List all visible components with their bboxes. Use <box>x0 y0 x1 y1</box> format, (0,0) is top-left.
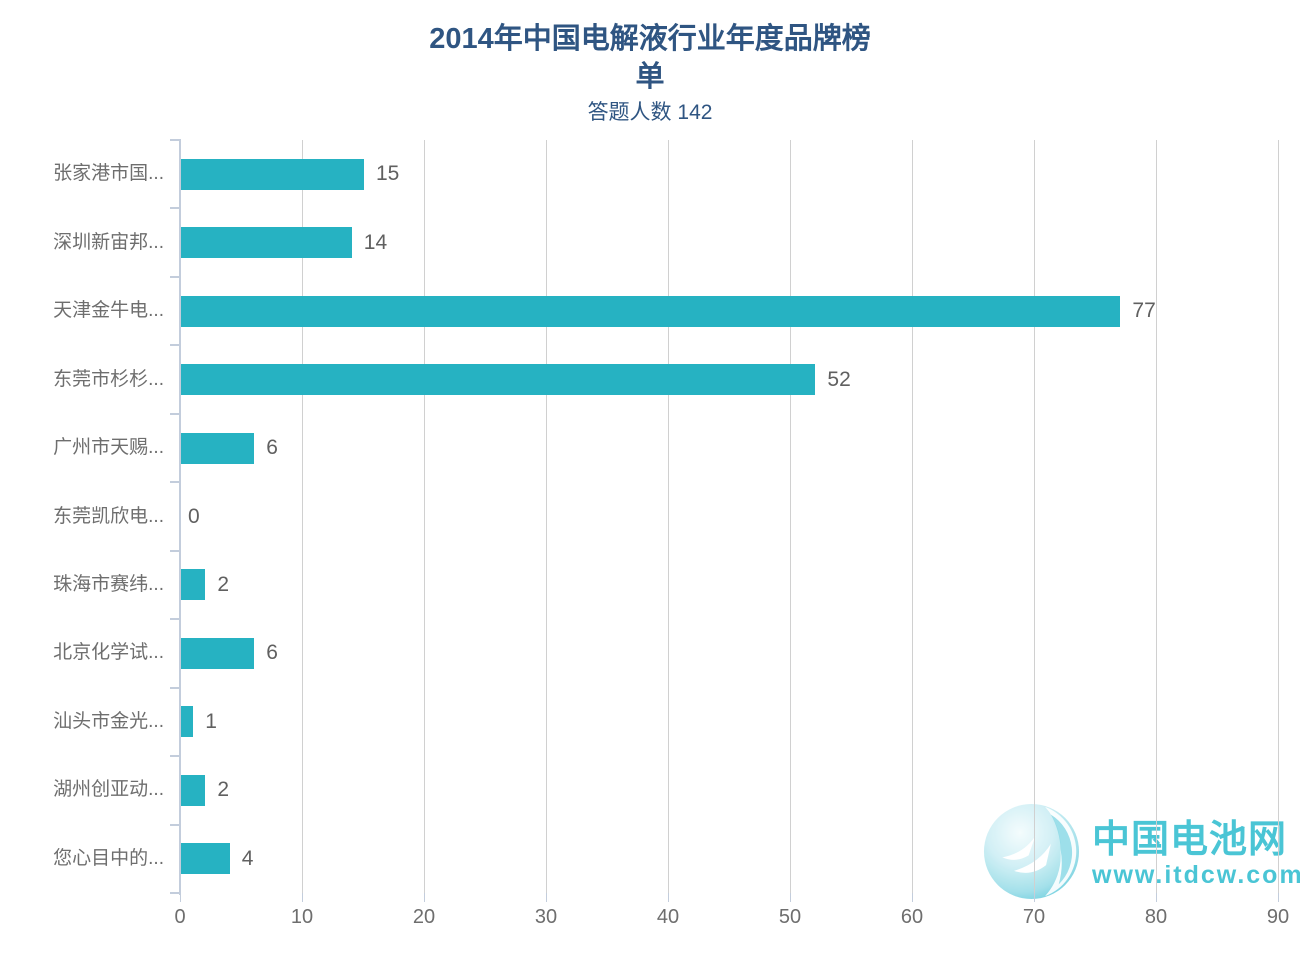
bar-value-label: 77 <box>1132 299 1156 323</box>
bar-value-label: 6 <box>266 641 278 665</box>
bar <box>181 774 206 806</box>
category-label: 深圳新宙邦... <box>53 231 164 253</box>
bar <box>181 843 230 875</box>
y-axis-tick <box>170 755 180 758</box>
bar <box>181 706 194 738</box>
bar-value-label: 2 <box>217 778 230 802</box>
y-axis-tick <box>170 686 180 689</box>
globe-icon <box>983 803 1080 900</box>
watermark-site: www.itdcw.com <box>1092 861 1300 889</box>
category-label: 汕头市金光... <box>53 710 164 732</box>
x-axis-tick-label: 70 <box>1022 906 1046 928</box>
chart-title-line-1: 2014年中国电解液行业年度品牌榜 <box>429 23 871 55</box>
y-axis-tick <box>170 207 180 210</box>
x-axis-tick-label: 10 <box>290 906 314 928</box>
bar <box>181 227 352 259</box>
y-axis-tick <box>170 412 180 415</box>
x-axis-tick <box>179 893 181 902</box>
gridline <box>1277 140 1279 893</box>
gridline <box>667 140 669 893</box>
gridline <box>911 140 913 893</box>
category-label: 广州市天赐... <box>53 437 164 459</box>
y-axis-tick <box>170 618 180 621</box>
watermark-brand: 中国电池网 <box>1092 819 1288 861</box>
x-axis-tick-label: 60 <box>900 906 924 928</box>
category-label: 您心目中的... <box>53 847 164 869</box>
chart-title-line-2: 单 <box>635 61 665 93</box>
x-axis-tick <box>789 893 791 902</box>
bar <box>181 569 206 601</box>
y-axis-tick <box>170 892 180 894</box>
x-axis-tick <box>1277 893 1279 902</box>
category-label: 北京化学试... <box>53 642 164 664</box>
gridline <box>1155 140 1157 893</box>
bar-value-label: 15 <box>376 162 400 186</box>
watermark-text: 中国电池网 www.itdcw.com <box>1092 803 1300 889</box>
x-axis-tick-label: 20 <box>412 906 436 928</box>
gridline <box>789 140 791 893</box>
x-axis-tick-label: 80 <box>1144 906 1168 928</box>
y-axis-tick <box>170 139 180 141</box>
y-axis-tick <box>170 344 180 347</box>
x-axis-tick <box>911 893 913 902</box>
category-label: 天津金牛电... <box>53 300 164 322</box>
x-axis-tick <box>1155 893 1157 902</box>
bar <box>181 158 364 190</box>
gridline <box>1033 140 1035 893</box>
category-label: 珠海市赛纬... <box>53 573 164 595</box>
gridline <box>423 140 425 893</box>
x-axis-tick-label: 50 <box>778 906 802 928</box>
bar-value-label: 52 <box>827 367 851 391</box>
x-axis-tick <box>1033 893 1035 902</box>
bar-value-label: 2 <box>217 572 230 596</box>
category-label: 张家港市国... <box>53 163 164 185</box>
y-axis-tick <box>170 549 180 552</box>
y-axis-line <box>179 139 181 895</box>
gridline <box>301 140 303 893</box>
category-label: 湖州创亚动... <box>53 779 164 801</box>
bar-value-label: 6 <box>266 436 278 460</box>
category-label: 东莞市杉杉... <box>53 368 164 390</box>
x-axis-tick-label: 90 <box>1266 906 1290 928</box>
bar <box>181 364 816 396</box>
gridline <box>545 140 547 893</box>
bar <box>181 432 255 464</box>
x-axis-tick <box>301 893 303 902</box>
watermark-logo: 中国电池网 www.itdcw.com <box>983 803 1300 900</box>
bar-value-label: 1 <box>205 709 217 733</box>
bar-value-label: 14 <box>363 230 388 254</box>
category-label: 东莞凯欣电... <box>53 505 164 527</box>
x-axis-tick <box>667 893 669 902</box>
y-axis-tick <box>170 823 180 826</box>
x-axis-tick <box>545 893 547 902</box>
x-axis-tick <box>423 893 425 902</box>
plot-area: 0 10 20 30 40 50 60 70 80 90 张家港市国... 15 深圳新宙邦... 14 天… <box>53 139 1289 928</box>
x-axis-tick-label: 0 <box>174 906 186 928</box>
bar-value-label: 0 <box>188 504 200 528</box>
chart-subtitle: 答题人数 142 <box>587 101 713 124</box>
bar <box>181 637 255 669</box>
y-axis-tick <box>170 481 180 484</box>
chart-header: 2014年中国电解液行业年度品牌榜 单 答题人数 142 <box>0 20 1300 128</box>
x-axis-tick-label: 40 <box>656 906 680 928</box>
bar <box>181 295 1121 327</box>
y-axis-tick <box>170 275 180 278</box>
bar-value-label: 4 <box>241 846 254 870</box>
x-axis-tick-label: 30 <box>534 906 558 928</box>
